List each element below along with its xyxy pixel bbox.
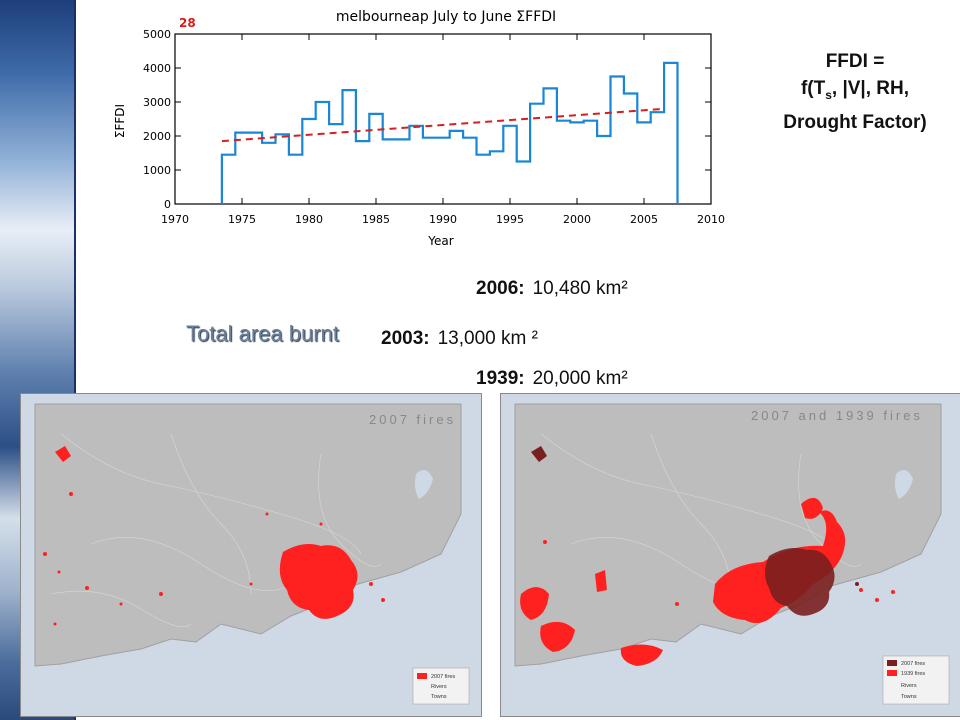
legend-item: 2007 fires [901,661,925,667]
y-tick-label: 0 [164,198,171,211]
map-1939-svg: 2007 and 1939 fires 2007 fires 1939 fire… [501,394,960,716]
map-title: 2007 and 1939 fires [751,408,923,423]
stat-year: 2003: [381,328,430,349]
stat-value: 10,480 km² [532,278,628,299]
victoria-land [514,403,942,667]
total-area-burnt-label: Total area burnt [186,321,339,346]
chart-axes: 1970 1975 1980 1985 1990 1995 2000 2005 2010 0 100… [143,28,725,226]
chart-title: melbourneap July to June ΣFFDI [336,9,556,25]
stat-1939: 1939: 20,000 km² [476,368,628,390]
rivers [50,433,382,628]
formula-line-3: Drought Factor) [783,111,927,133]
map-title: 2007 fires [369,412,456,427]
legend-swatch-2007 [417,673,427,679]
y-tick-label: 3000 [143,96,171,109]
ffdi-formula: FFDI = f(Ts, |V|, RH, Drought Factor) [756,48,954,136]
stat-year: 2006: [476,278,525,299]
stat-value: 13,000 km ² [437,328,538,349]
formula-line-1: FFDI = [825,51,885,72]
x-tick-label: 1985 [362,213,390,226]
y-axis-label: ΣFFDI [113,104,127,138]
map-2007-svg: 2007 fires 2007 fires Rivers Towns [21,394,481,716]
port-phillip-bay [681,638,721,659]
formula-subscript: s [825,87,832,102]
slide-divider [74,0,76,720]
legend-item: Towns [901,694,917,700]
x-tick-label: 2010 [697,213,725,226]
x-tick-label: 1990 [429,213,457,226]
chart-plot-area [220,61,679,204]
stat-value: 20,000 km² [532,368,628,389]
legend-swatch-1939 [887,670,897,676]
inland-lake [895,470,913,499]
x-tick-label: 1975 [228,213,256,226]
x-tick-label: 1970 [161,213,189,226]
formula-line-2a: f(T [800,78,826,99]
ffdi-chart: melbourneap July to June ΣFFDI 28 Year Σ… [100,0,740,255]
formula-line-2: f(Ts, |V|, RH, [756,75,954,109]
x-axis-label: Year [427,234,453,248]
y-tick-label: 1000 [143,164,171,177]
y-tick-label: 4000 [143,62,171,75]
legend-item: 2007 fires [431,674,455,680]
fire-areas-2007 [531,446,859,616]
trend-line [221,107,665,143]
legend-item: Rivers [901,683,917,689]
fire-areas-2007 [43,446,385,626]
legend-swatch-2007 [887,660,897,666]
x-tick-label: 2005 [630,213,658,226]
legend-item: Rivers [431,684,447,690]
y-tick-label: 2000 [143,130,171,143]
stat-year: 1939: [476,368,525,389]
map-2007-and-1939-fires: 2007 and 1939 fires 2007 fires 1939 fire… [500,393,960,717]
legend-item: Towns [431,694,447,700]
x-tick-label: 2000 [563,213,591,226]
x-tick-label: 1995 [496,213,524,226]
victoria-land [34,403,462,667]
map-legend [412,667,470,705]
inland-lake [415,470,433,499]
plot-frame [174,33,712,205]
legend-item: 1939 fires [901,671,925,677]
map-2007-fires: 2007 fires 2007 fires Rivers Towns [20,393,482,717]
ffdi-step-series [220,61,679,204]
y-tick-label: 5000 [143,28,171,41]
stat-2003: 2003: 13,000 km ² [381,328,538,350]
ffdi-chart-svg: melbourneap July to June ΣFFDI 28 Year Σ… [113,9,725,248]
port-phillip-bay [201,638,241,659]
x-tick-label: 1980 [295,213,323,226]
formula-line-2b: , |V|, RH, [831,78,910,99]
chart-corner-label: 28 [179,16,196,30]
stat-2006: 2006: 10,480 km² [476,278,628,300]
